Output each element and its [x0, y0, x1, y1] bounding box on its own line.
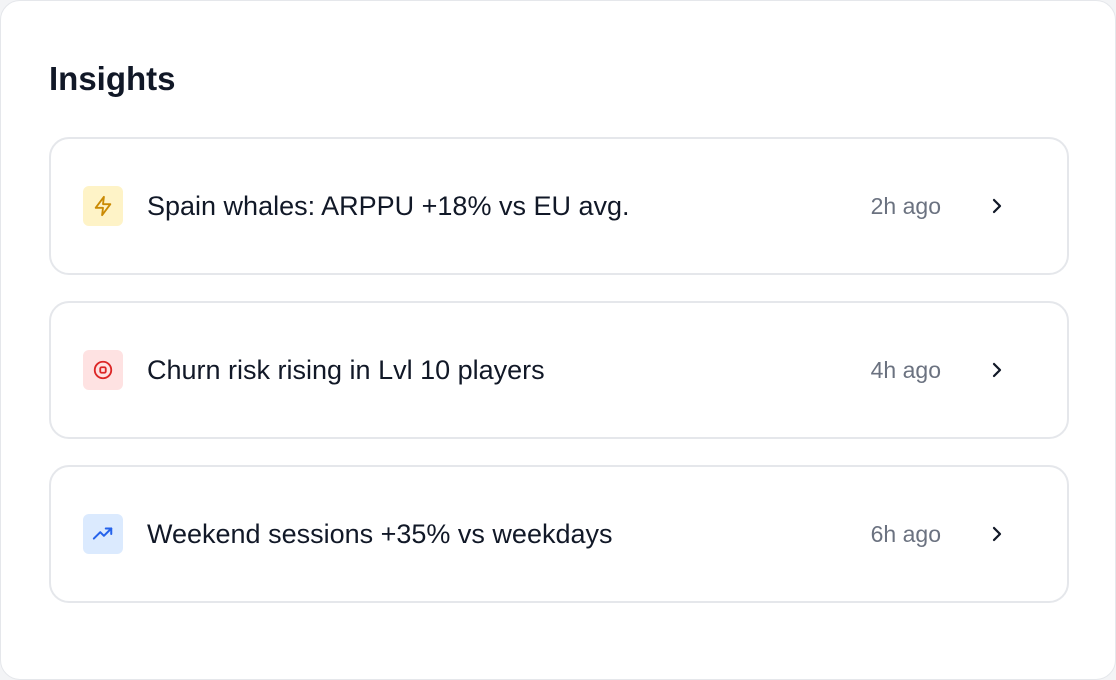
insight-time: 2h ago [870, 192, 941, 219]
target-icon [83, 350, 123, 390]
chevron-right-icon[interactable] [985, 358, 1009, 382]
chevron-right-icon[interactable] [985, 522, 1009, 546]
insight-text: Weekend sessions +35% vs weekdays [147, 518, 613, 549]
insight-card[interactable]: Weekend sessions +35% vs weekdays 6h ago [49, 465, 1069, 603]
insight-text: Churn risk rising in Lvl 10 players [147, 354, 545, 385]
insight-text: Spain whales: ARPPU +18% vs EU avg. [147, 190, 630, 221]
insight-time: 6h ago [870, 520, 941, 547]
insight-card[interactable]: Churn risk rising in Lvl 10 players 4h a… [49, 301, 1069, 439]
insight-time: 4h ago [870, 356, 941, 383]
lightning-icon [83, 186, 123, 226]
panel-title: Insights [49, 60, 176, 97]
chevron-right-icon[interactable] [985, 194, 1009, 218]
insights-list: Spain whales: ARPPU +18% vs EU avg. 2h a… [49, 137, 1069, 629]
insight-card[interactable]: Spain whales: ARPPU +18% vs EU avg. 2h a… [49, 137, 1069, 275]
trending-up-icon [83, 514, 123, 554]
